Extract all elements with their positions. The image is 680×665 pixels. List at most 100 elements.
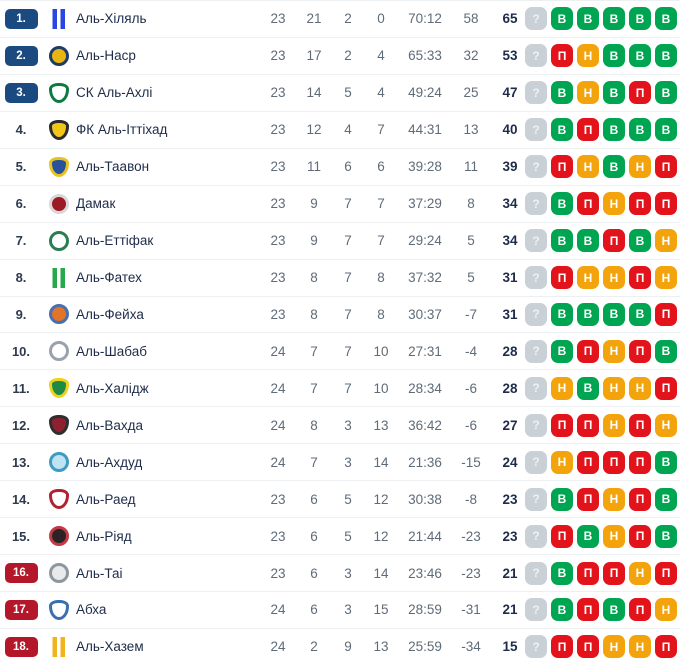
- form-result-badge[interactable]: В: [603, 81, 625, 105]
- team-name-link[interactable]: Аль-Ріяд: [76, 528, 132, 544]
- form-result-badge[interactable]: В: [629, 118, 651, 142]
- form-result-badge[interactable]: В: [551, 598, 573, 622]
- form-result-badge[interactable]: П: [551, 44, 573, 68]
- form-result-badge[interactable]: П: [655, 376, 677, 400]
- form-result-badge[interactable]: Н: [629, 376, 651, 400]
- form-unknown-badge[interactable]: ?: [525, 635, 547, 659]
- form-result-badge[interactable]: В: [603, 598, 625, 622]
- form-result-badge[interactable]: П: [603, 229, 625, 253]
- form-result-badge[interactable]: П: [655, 302, 677, 326]
- form-result-badge[interactable]: П: [577, 635, 599, 659]
- form-result-badge[interactable]: П: [603, 450, 625, 474]
- form-unknown-badge[interactable]: ?: [525, 524, 547, 548]
- form-result-badge[interactable]: В: [629, 229, 651, 253]
- form-result-badge[interactable]: В: [577, 376, 599, 400]
- form-result-badge[interactable]: В: [551, 339, 573, 363]
- table-row[interactable]: 14. Аль-Раед 23 6 5 12 30:38 -8 23 ? В П Н П…: [0, 481, 680, 519]
- form-result-badge[interactable]: П: [629, 339, 651, 363]
- table-row[interactable]: 5. Аль-Таавон 23 11 6 6 39:28 11 39 ? П Н В…: [0, 149, 680, 186]
- form-unknown-badge[interactable]: ?: [525, 266, 547, 290]
- form-result-badge[interactable]: П: [629, 266, 651, 290]
- form-result-badge[interactable]: Н: [603, 487, 625, 511]
- form-result-badge[interactable]: П: [629, 598, 651, 622]
- table-row[interactable]: 9. Аль-Фейха 23 8 7 8 30:37 -7 31 ? В В В В П: [0, 297, 680, 334]
- table-row[interactable]: 15. Аль-Ріяд 23 6 5 12 21:44 -23 23 ? П В Н…: [0, 518, 680, 556]
- form-result-badge[interactable]: В: [551, 487, 573, 511]
- form-result-badge[interactable]: В: [551, 561, 573, 585]
- form-result-badge[interactable]: П: [629, 487, 651, 511]
- form-result-badge[interactable]: П: [655, 561, 677, 585]
- team-name-link[interactable]: Аль-Ахдуд: [76, 454, 143, 470]
- form-unknown-badge[interactable]: ?: [525, 7, 547, 31]
- form-result-badge[interactable]: Н: [629, 561, 651, 585]
- form-result-badge[interactable]: П: [577, 118, 599, 142]
- form-result-badge[interactable]: Н: [603, 635, 625, 659]
- form-unknown-badge[interactable]: ?: [525, 192, 547, 216]
- form-result-badge[interactable]: В: [551, 7, 573, 31]
- form-result-badge[interactable]: В: [551, 229, 573, 253]
- form-result-badge[interactable]: В: [577, 7, 599, 31]
- team-name-link[interactable]: ФК Аль-Іттіхад: [76, 122, 168, 138]
- table-row[interactable]: 1. Аль-Хіляль 23 21 2 0 70:12 58 65 ? В В В…: [0, 1, 680, 38]
- form-result-badge[interactable]: П: [551, 635, 573, 659]
- form-result-badge[interactable]: Н: [577, 44, 599, 68]
- form-result-badge[interactable]: Н: [603, 413, 625, 437]
- form-result-badge[interactable]: П: [577, 413, 599, 437]
- form-result-badge[interactable]: П: [577, 339, 599, 363]
- form-result-badge[interactable]: Н: [603, 376, 625, 400]
- form-result-badge[interactable]: П: [655, 155, 677, 179]
- form-result-badge[interactable]: Н: [603, 524, 625, 548]
- table-row[interactable]: 3. СК Аль-Ахлі 23 14 5 4 49:24 25 47 ? В Н…: [0, 75, 680, 112]
- form-result-badge[interactable]: В: [655, 487, 677, 511]
- form-result-badge[interactable]: Н: [603, 266, 625, 290]
- team-name-link[interactable]: Аль-Хазем: [76, 639, 144, 655]
- table-row[interactable]: 18. Аль-Хазем 24 2 9 13 25:59 -34 15 ? П П…: [0, 629, 680, 665]
- form-result-badge[interactable]: В: [577, 524, 599, 548]
- form-result-badge[interactable]: Н: [629, 635, 651, 659]
- form-result-badge[interactable]: Н: [655, 229, 677, 253]
- form-result-badge[interactable]: В: [629, 44, 651, 68]
- team-name-link[interactable]: Аль-Раед: [76, 491, 136, 507]
- table-row[interactable]: 6. Дамак 23 9 7 7 37:29 8 34 ? В П Н П П: [0, 186, 680, 223]
- form-result-badge[interactable]: П: [551, 266, 573, 290]
- form-unknown-badge[interactable]: ?: [525, 376, 547, 400]
- table-row[interactable]: 11. Аль-Халідж 24 7 7 10 28:34 -6 28 ? Н В…: [0, 370, 680, 408]
- form-unknown-badge[interactable]: ?: [525, 81, 547, 105]
- team-name-link[interactable]: Дамак: [76, 196, 116, 212]
- form-result-badge[interactable]: В: [603, 302, 625, 326]
- form-unknown-badge[interactable]: ?: [525, 302, 547, 326]
- form-result-badge[interactable]: П: [629, 192, 651, 216]
- form-result-badge[interactable]: Н: [551, 376, 573, 400]
- form-result-badge[interactable]: В: [551, 302, 573, 326]
- form-result-badge[interactable]: В: [655, 118, 677, 142]
- form-result-badge[interactable]: В: [655, 339, 677, 363]
- form-result-badge[interactable]: В: [603, 44, 625, 68]
- form-result-badge[interactable]: Н: [577, 266, 599, 290]
- team-name-link[interactable]: СК Аль-Ахлі: [76, 85, 153, 101]
- form-result-badge[interactable]: П: [629, 450, 651, 474]
- table-row[interactable]: 7. Аль-Еттіфак 23 9 7 7 29:24 5 34 ? В В П В…: [0, 223, 680, 260]
- form-result-badge[interactable]: Н: [577, 155, 599, 179]
- team-name-link[interactable]: Абха: [76, 602, 107, 618]
- form-unknown-badge[interactable]: ?: [525, 339, 547, 363]
- team-name-link[interactable]: Аль-Наср: [76, 48, 136, 64]
- form-result-badge[interactable]: В: [629, 7, 651, 31]
- form-result-badge[interactable]: Н: [603, 339, 625, 363]
- table-row[interactable]: 4. ФК Аль-Іттіхад 23 12 4 7 44:31 13 40 …: [0, 112, 680, 149]
- table-row[interactable]: 16. Аль-Таі 23 6 3 14 23:46 -23 21 ? В П П Н…: [0, 555, 680, 592]
- table-row[interactable]: 12. Аль-Вахда 24 8 3 13 36:42 -6 27 ? П П Н…: [0, 407, 680, 445]
- form-unknown-badge[interactable]: ?: [525, 44, 547, 68]
- team-name-link[interactable]: Аль-Вахда: [76, 417, 144, 433]
- form-result-badge[interactable]: В: [551, 118, 573, 142]
- form-result-badge[interactable]: В: [603, 155, 625, 179]
- form-result-badge[interactable]: В: [655, 7, 677, 31]
- form-result-badge[interactable]: Н: [655, 413, 677, 437]
- form-result-badge[interactable]: П: [577, 487, 599, 511]
- form-unknown-badge[interactable]: ?: [525, 155, 547, 179]
- team-name-link[interactable]: Аль-Таавон: [76, 159, 150, 175]
- form-result-badge[interactable]: П: [551, 155, 573, 179]
- form-result-badge[interactable]: В: [629, 302, 651, 326]
- form-unknown-badge[interactable]: ?: [525, 413, 547, 437]
- form-result-badge[interactable]: П: [655, 192, 677, 216]
- form-result-badge[interactable]: В: [603, 118, 625, 142]
